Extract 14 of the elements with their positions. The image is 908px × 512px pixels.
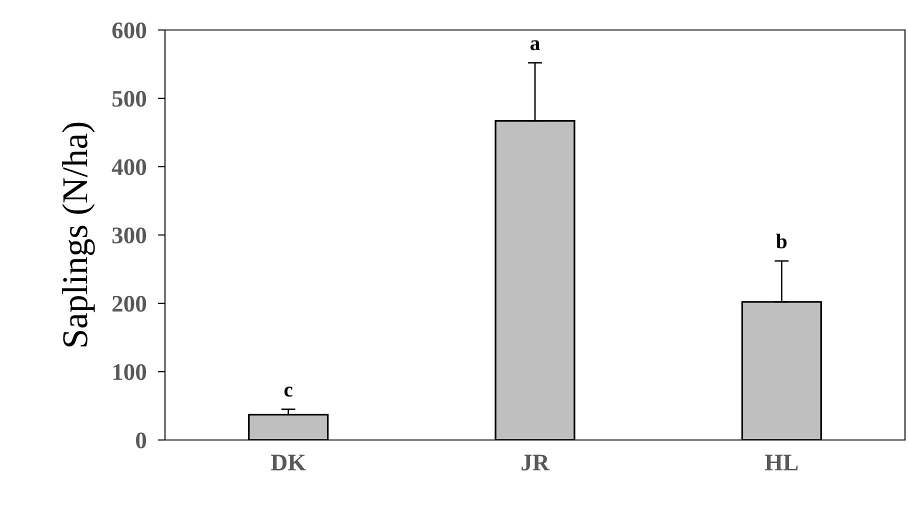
x-tick-label: JR <box>522 454 550 471</box>
y-tick-label: 400 <box>112 159 146 176</box>
y-tick-label: 100 <box>113 364 146 380</box>
x-tick-label: DK <box>271 454 306 470</box>
y-tick-label: 500 <box>112 90 146 107</box>
annotation: b <box>776 234 787 248</box>
y-tick-label: 200 <box>112 296 146 312</box>
annotation: a <box>530 40 540 50</box>
y-tick-label: 0 <box>136 432 146 448</box>
x-tick-label: HL <box>765 454 798 470</box>
y-tick-label: 600 <box>112 22 146 38</box>
y-axis-title: Saplings (N/ha) <box>62 122 95 346</box>
annotation: c <box>284 386 292 397</box>
y-tick-label: 300 <box>112 227 146 244</box>
